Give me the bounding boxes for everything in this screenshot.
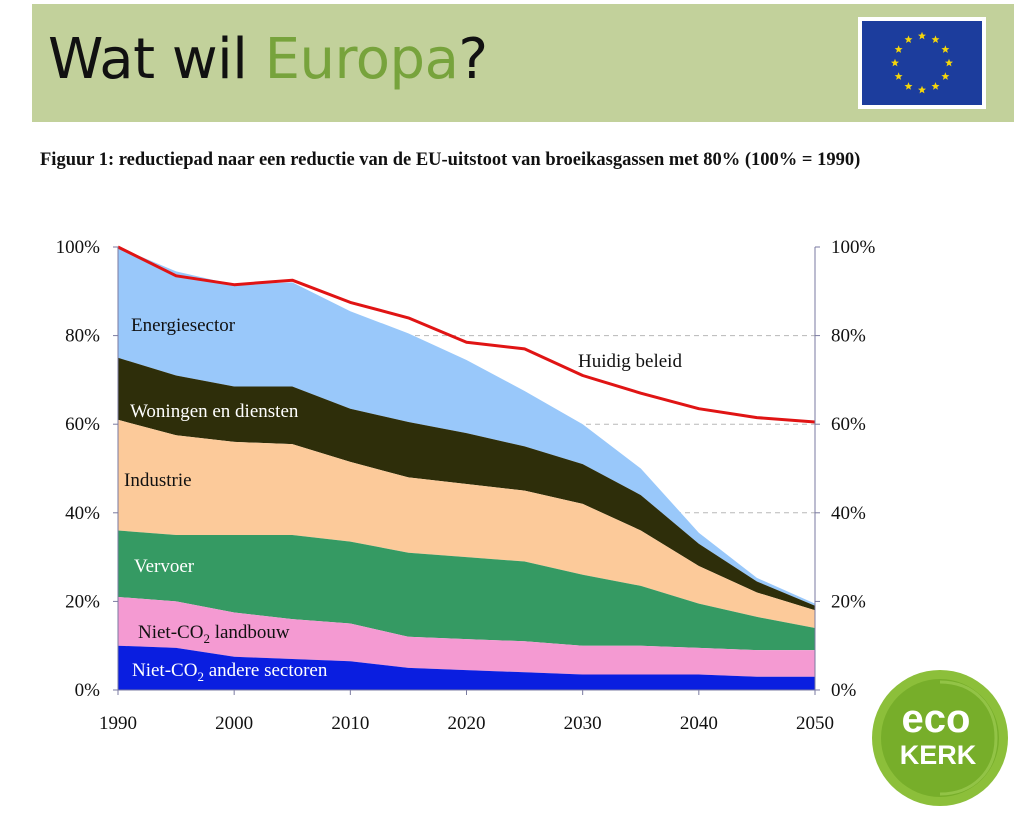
policy-line-label: Huidig beleid: [578, 351, 682, 372]
y-tick-label-left: 100%: [56, 237, 101, 258]
x-tick-label: 1990: [99, 713, 137, 734]
area-series-5: [118, 247, 815, 606]
area-series-1: [118, 597, 815, 677]
area-series-4: [118, 357, 815, 611]
y-tick-label-right: 0%: [831, 680, 857, 701]
y-tick-label-right: 20%: [831, 591, 866, 612]
flag-star: [931, 35, 940, 44]
flag-star: [945, 58, 953, 67]
series-label-1: Niet-CO2 landbouw: [138, 622, 290, 646]
y-tick-label-left: 0%: [75, 680, 101, 701]
flag-star: [941, 45, 950, 53]
y-tick-label-left: 60%: [65, 414, 100, 435]
y-tick-label-right: 100%: [831, 237, 876, 258]
flag-star: [904, 82, 913, 90]
flag-star: [918, 31, 926, 40]
flag-star: [894, 72, 903, 80]
logo-inner-disc: [881, 679, 999, 797]
title-accent: Europa: [264, 27, 459, 92]
y-tick-label-right: 80%: [831, 326, 866, 347]
flag-star: [891, 58, 899, 67]
flag-star: [904, 35, 913, 44]
slide-title: Wat wil Europa?: [48, 28, 488, 92]
eco-kerk-logo: eco KERK: [870, 668, 1010, 808]
flag-star: [894, 45, 903, 53]
series-label-2: Vervoer: [134, 556, 195, 577]
policy-line: [117, 245, 816, 424]
flag-star: [918, 85, 926, 94]
title-suffix: ?: [458, 27, 488, 92]
x-tick-label: 2030: [564, 713, 602, 734]
flag-star: [941, 72, 950, 80]
x-tick-label: 2000: [215, 713, 253, 734]
eu-flag-frame: [858, 17, 986, 109]
figure-title: Figuur 1: reductiepad naar een reductie …: [40, 150, 861, 170]
series-label-0: Niet-CO2 andere sectoren: [132, 660, 328, 684]
x-tick-label: 2020: [448, 713, 486, 734]
x-tick-label: 2050: [796, 713, 834, 734]
x-tick-label: 2010: [331, 713, 369, 734]
eu-flag-icon: [862, 21, 982, 105]
y-tick-label-left: 20%: [65, 591, 100, 612]
y-tick-label-left: 40%: [65, 503, 100, 524]
x-tick-label: 2040: [680, 713, 718, 734]
area-series-3: [118, 419, 815, 628]
logo-text-kerk: KERK: [900, 740, 977, 770]
series-label-5: Energiesector: [131, 315, 236, 336]
logo-highlight: [939, 680, 998, 796]
area-series-2: [118, 530, 815, 651]
logo-text-eco: eco: [902, 697, 971, 741]
y-tick-label-right: 60%: [831, 414, 866, 435]
y-tick-label-left: 80%: [65, 326, 100, 347]
title-prefix: Wat wil: [48, 27, 265, 92]
title-banner: Wat wil Europa?: [32, 4, 1014, 122]
y-tick-label-right: 40%: [831, 503, 866, 524]
series-label-3: Industrie: [124, 470, 192, 491]
series-label-4: Woningen en diensten: [130, 401, 299, 422]
flag-star: [931, 82, 940, 90]
area-series-0: [118, 645, 815, 690]
